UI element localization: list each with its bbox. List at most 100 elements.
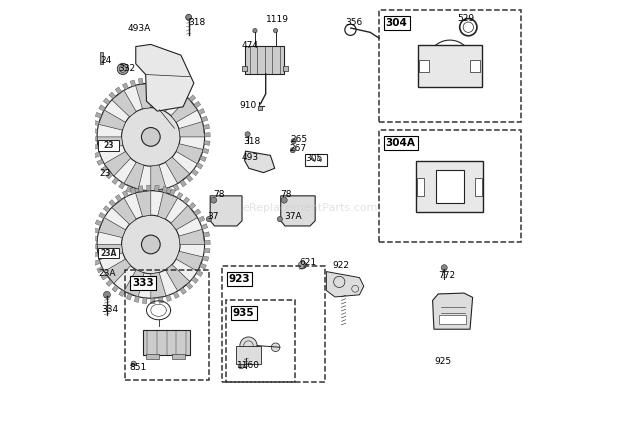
Polygon shape <box>203 232 210 237</box>
Polygon shape <box>136 83 151 109</box>
Bar <box>242 66 247 71</box>
Polygon shape <box>93 120 99 126</box>
Polygon shape <box>166 295 172 301</box>
Bar <box>172 354 185 359</box>
Circle shape <box>104 291 110 298</box>
Polygon shape <box>97 245 123 260</box>
Polygon shape <box>170 189 175 196</box>
Bar <box>283 66 288 71</box>
Polygon shape <box>171 205 197 230</box>
Text: 23A: 23A <box>99 269 116 278</box>
Text: 935: 935 <box>233 308 255 318</box>
Polygon shape <box>151 165 166 191</box>
Text: 23A: 23A <box>100 249 117 258</box>
Polygon shape <box>198 108 205 115</box>
Text: 265: 265 <box>291 135 308 144</box>
Circle shape <box>281 197 287 203</box>
Bar <box>419 60 429 72</box>
Bar <box>436 170 464 203</box>
Polygon shape <box>134 188 140 195</box>
Polygon shape <box>97 159 104 165</box>
Polygon shape <box>183 197 190 204</box>
Bar <box>100 52 104 64</box>
Circle shape <box>141 128 160 146</box>
Circle shape <box>441 265 447 271</box>
Polygon shape <box>157 84 178 112</box>
Text: 474: 474 <box>242 41 259 50</box>
Text: 333: 333 <box>132 278 154 288</box>
Polygon shape <box>202 256 209 261</box>
Text: 621: 621 <box>299 258 316 267</box>
Polygon shape <box>94 260 100 265</box>
Polygon shape <box>92 252 98 257</box>
Polygon shape <box>112 90 136 117</box>
Circle shape <box>277 216 283 222</box>
Polygon shape <box>130 187 136 194</box>
Text: 493: 493 <box>241 152 259 162</box>
Polygon shape <box>192 169 198 176</box>
Text: 304: 304 <box>386 18 407 28</box>
Text: 24: 24 <box>100 56 112 65</box>
Polygon shape <box>162 79 167 85</box>
Polygon shape <box>151 272 166 298</box>
Polygon shape <box>99 217 125 238</box>
Polygon shape <box>166 265 190 291</box>
Circle shape <box>122 108 180 166</box>
Text: 851: 851 <box>130 363 146 372</box>
Polygon shape <box>97 137 123 152</box>
Polygon shape <box>126 294 132 300</box>
Polygon shape <box>189 203 196 209</box>
Bar <box>246 46 284 74</box>
Bar <box>222 266 325 382</box>
Polygon shape <box>112 285 118 292</box>
Circle shape <box>273 29 278 33</box>
Polygon shape <box>126 186 132 193</box>
Polygon shape <box>245 151 275 173</box>
Polygon shape <box>159 297 164 303</box>
Polygon shape <box>104 206 110 212</box>
Polygon shape <box>166 187 172 194</box>
Text: 23: 23 <box>104 141 114 150</box>
Text: 318: 318 <box>188 18 206 27</box>
Text: 772: 772 <box>438 271 455 281</box>
Circle shape <box>97 191 205 298</box>
Polygon shape <box>134 296 140 303</box>
Polygon shape <box>202 224 208 229</box>
Text: 318: 318 <box>243 137 260 146</box>
Text: 922: 922 <box>333 262 350 271</box>
Polygon shape <box>146 185 151 191</box>
Polygon shape <box>205 240 210 245</box>
Polygon shape <box>92 129 97 133</box>
Bar <box>417 178 424 196</box>
Bar <box>143 330 190 355</box>
Bar <box>417 161 483 212</box>
Bar <box>236 346 261 364</box>
Polygon shape <box>138 78 143 84</box>
Polygon shape <box>101 274 108 280</box>
Polygon shape <box>99 105 105 111</box>
Polygon shape <box>143 190 147 196</box>
Polygon shape <box>203 124 210 129</box>
Polygon shape <box>138 186 143 192</box>
Bar <box>476 178 482 196</box>
Polygon shape <box>104 98 110 105</box>
Polygon shape <box>194 101 201 108</box>
Text: ∿∿: ∿∿ <box>309 155 323 164</box>
Text: 332: 332 <box>118 64 136 73</box>
Polygon shape <box>326 271 364 297</box>
Circle shape <box>238 363 244 369</box>
Circle shape <box>243 354 249 360</box>
Circle shape <box>206 216 211 222</box>
Polygon shape <box>124 162 144 189</box>
Text: 23: 23 <box>99 169 110 178</box>
Text: 925: 925 <box>435 357 452 366</box>
Polygon shape <box>159 190 164 196</box>
Polygon shape <box>122 191 128 197</box>
Polygon shape <box>281 196 315 226</box>
Bar <box>226 301 295 382</box>
Text: 334: 334 <box>101 305 118 314</box>
Polygon shape <box>180 288 187 294</box>
Circle shape <box>97 83 205 191</box>
Polygon shape <box>176 251 203 271</box>
Polygon shape <box>198 216 205 222</box>
